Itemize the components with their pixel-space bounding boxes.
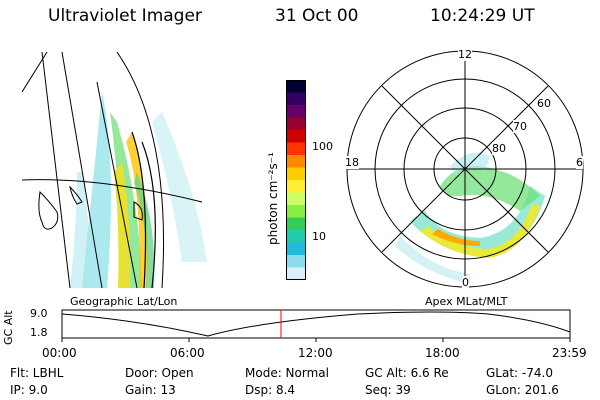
altitude-curve	[61, 311, 571, 337]
colorbar-swatch	[286, 80, 306, 93]
altitude-ytick-high: 9.0	[30, 307, 48, 320]
info-glon: GLon: 201.6	[486, 383, 559, 397]
colorbar-swatch	[286, 205, 306, 218]
altitude-xtick-2: 12:00	[298, 346, 333, 360]
colorbar-tick-100: 100	[312, 140, 333, 153]
altitude-plot-frame	[61, 309, 571, 339]
info-ip: IP: 9.0	[10, 383, 48, 397]
time-label: 10:24:29 UT	[430, 6, 535, 26]
colorbar-swatch	[286, 167, 306, 181]
polar-panel-label: Apex MLat/MLT	[425, 295, 508, 308]
lat-label-70: 70	[513, 120, 527, 133]
geo-aurora	[70, 92, 207, 288]
app-title: Ultraviolet Imager	[48, 6, 202, 26]
colorbar-swatch	[286, 117, 306, 131]
colorbar-swatch	[286, 192, 306, 206]
info-filter: Flt: LBHL	[10, 366, 64, 380]
colorbar-swatch	[286, 142, 306, 156]
mlt-label-18: 18	[345, 156, 359, 169]
altitude-ytick-low: 1.8	[30, 326, 48, 339]
info-dsp: Dsp: 8.4	[245, 383, 296, 397]
altitude-xtick-1: 06:00	[170, 346, 205, 360]
mlt-label-0: 0	[462, 276, 469, 289]
polar-plot	[346, 50, 584, 288]
mlt-label-6: 6	[576, 156, 583, 169]
altitude-x-ticks	[61, 338, 571, 342]
colorbar-frame	[286, 80, 306, 280]
altitude-xtick-0: 00:00	[42, 346, 77, 360]
colorbar-swatch	[286, 242, 306, 256]
info-seq: Seq: 39	[365, 383, 411, 397]
info-gc-alt: GC Alt: 6.6 Re	[365, 366, 449, 380]
info-glat: GLat: -74.0	[486, 366, 553, 380]
polar-grid	[346, 50, 584, 288]
colorbar-swatch	[286, 155, 306, 168]
colorbar-swatch	[286, 180, 306, 193]
colorbar-swatch	[286, 255, 306, 268]
altitude-ylabel: GC Alt	[2, 310, 15, 345]
geo-panel-label: Geographic Lat/Lon	[70, 295, 178, 308]
colorbar-tick-10: 10	[312, 230, 326, 243]
info-door: Door: Open	[125, 366, 194, 380]
colorbar-swatch	[286, 105, 306, 118]
altitude-xtick-4: 23:59	[552, 346, 587, 360]
info-gain: Gain: 13	[125, 383, 176, 397]
altitude-ylabel-wrap: GC Alt	[2, 310, 37, 358]
colorbar-swatch	[286, 130, 306, 143]
geo-gridlines	[22, 52, 203, 288]
colorbar-axis-label: photon cm⁻²s⁻¹	[266, 152, 280, 245]
mlt-label-12: 12	[458, 48, 472, 61]
lat-label-60: 60	[537, 97, 551, 110]
geo-coastline	[38, 185, 143, 230]
lat-label-80: 80	[492, 142, 506, 155]
colorbar-swatch	[286, 92, 306, 106]
colorbar	[286, 80, 306, 280]
altitude-xtick-3: 18:00	[425, 346, 460, 360]
date-label: 31 Oct 00	[275, 6, 359, 26]
colorbar-swatch	[286, 230, 306, 243]
geo-oval-outline	[131, 131, 156, 288]
altitude-plot	[61, 309, 571, 342]
info-mode: Mode: Normal	[245, 366, 329, 380]
geographic-map	[22, 52, 207, 288]
polar-aurora	[395, 152, 545, 284]
colorbar-swatch	[286, 217, 306, 231]
colorbar-swatch	[286, 267, 306, 280]
